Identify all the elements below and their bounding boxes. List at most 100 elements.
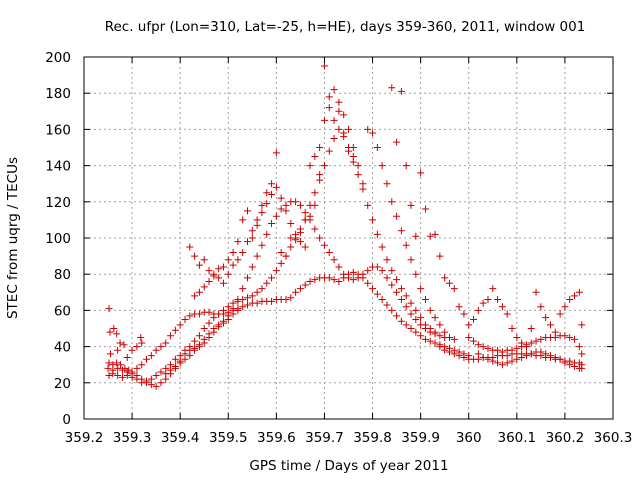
data-point [171,326,179,334]
x-tick-label: 359.3 [113,430,152,446]
data-point [417,321,425,329]
data-point [123,368,131,376]
data-point [388,281,396,289]
data-point [345,274,352,282]
data-point [244,207,252,215]
data-point [345,147,352,155]
data-point [335,107,343,115]
axis-ticks: 359.2 359.3 359.4 359.5 359.6 359.7 359.8 359.9… [45,50,632,446]
data-point [484,355,492,363]
data-point [518,353,526,361]
data-point [268,191,276,199]
data-point [301,281,309,289]
data-point [527,350,535,358]
data-point [498,303,506,311]
data-point [532,288,540,296]
data-point [335,277,343,285]
data-point [287,220,295,228]
data-point [258,201,266,209]
data-point [106,328,114,336]
data-point [287,243,295,251]
data-point [200,325,208,332]
data-point [354,162,362,170]
data-point [263,189,271,197]
data-point [474,306,482,314]
data-point [125,366,133,374]
data-point [316,171,324,179]
data-point [157,368,165,376]
data-point [229,248,237,256]
data-point [114,346,122,354]
data-point [191,337,199,345]
data-point [340,270,348,278]
data-point [167,332,175,340]
data-point [426,328,434,336]
data-point [484,344,492,352]
data-point [195,310,203,318]
data-point [120,341,128,349]
data-point [234,306,242,314]
data-point [402,292,410,300]
data-point [117,361,125,369]
data-point [354,274,362,282]
data-point [244,274,252,282]
data-point [373,230,381,238]
data-point [436,321,444,329]
data-point [388,306,396,314]
data-point [470,315,478,323]
data-point [489,285,497,293]
data-point [479,299,487,307]
data-point [383,274,391,282]
gridlines [84,57,613,419]
x-tick-label: 359.8 [353,430,392,446]
data-point [561,303,569,311]
data-point [263,279,271,287]
data-point [407,310,415,318]
data-points [104,62,586,390]
data-point [441,328,449,336]
data-point [537,303,545,311]
data-point [412,328,420,336]
data-point [450,335,458,343]
data-point [219,279,227,287]
data-point [244,238,252,246]
data-point [282,207,290,215]
data-point [412,270,420,278]
data-point [205,267,213,275]
data-point [191,344,199,352]
data-point [522,352,530,360]
data-point [224,256,232,264]
data-point [551,353,559,361]
data-point [277,194,285,202]
x-tick-label: 360.1 [497,430,536,446]
data-point [479,343,487,351]
data-point [498,361,506,369]
data-point [229,310,237,318]
data-point [248,292,256,300]
data-point [494,296,502,304]
data-point [268,180,276,188]
data-point [200,256,208,264]
data-point [171,364,179,372]
data-point [445,279,453,287]
y-tick-label: 200 [45,50,71,66]
data-point [513,344,521,352]
data-point [292,288,300,296]
data-point [253,221,261,229]
data-point [417,285,425,293]
data-point [248,234,256,242]
data-point [397,227,405,235]
data-point [330,134,338,142]
data-point [205,277,213,285]
x-tick-label: 360 [456,430,482,446]
data-point [258,241,266,249]
data-point [181,315,189,323]
data-point [219,310,227,318]
data-point [200,283,208,291]
data-point [244,294,252,302]
data-point [388,84,396,92]
data-point [296,229,304,237]
data-point [320,162,328,170]
data-point [537,348,545,356]
data-point [311,276,319,284]
